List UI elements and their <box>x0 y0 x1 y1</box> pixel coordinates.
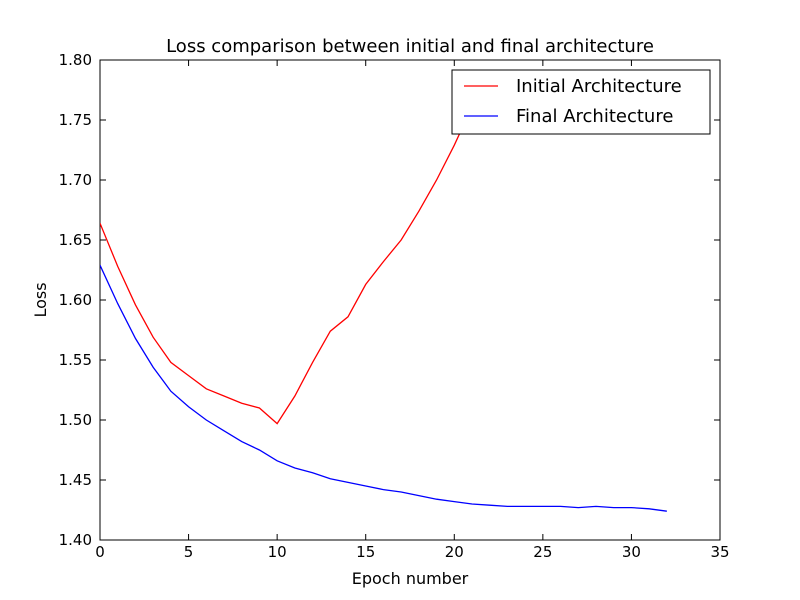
y-tick-label-6: 1.70 <box>59 171 92 189</box>
x-tick-label-7: 35 <box>710 543 729 561</box>
y-tick-label-0: 1.40 <box>59 531 92 549</box>
x-tick-label-5: 25 <box>533 543 552 561</box>
legend: Initial Architecture Final Architecture <box>451 69 711 135</box>
x-tick-label-2: 10 <box>268 543 287 561</box>
x-axis-ticks: 0 5 10 15 20 25 30 35 <box>95 60 730 561</box>
legend-label-final-architecture: Final Architecture <box>516 106 673 127</box>
series-line-initial-architecture <box>100 71 491 425</box>
x-tick-label-1: 5 <box>184 543 194 561</box>
x-tick-label-0: 0 <box>95 543 105 561</box>
x-axis-label: Epoch number <box>352 569 469 588</box>
y-tick-label-3: 1.55 <box>59 351 92 369</box>
series-layer <box>100 71 667 512</box>
y-tick-label-4: 1.60 <box>59 291 92 309</box>
legend-label-initial-architecture: Initial Architecture <box>516 76 682 97</box>
y-tick-label-5: 1.65 <box>59 231 92 249</box>
y-tick-label-8: 1.80 <box>59 51 92 69</box>
y-axis-label: Loss <box>31 282 50 317</box>
x-tick-label-6: 30 <box>622 543 641 561</box>
series-line-final-architecture <box>100 264 667 512</box>
y-tick-label-2: 1.50 <box>59 411 92 429</box>
x-tick-label-4: 20 <box>445 543 464 561</box>
y-tick-label-1: 1.45 <box>59 471 92 489</box>
chart-title: Loss comparison between initial and fina… <box>166 36 654 57</box>
legend-box <box>451 69 711 135</box>
y-axis-ticks: 1.40 1.45 1.50 1.55 1.60 1.65 1.70 1.75 1.80 <box>59 51 720 549</box>
x-tick-label-3: 15 <box>356 543 375 561</box>
y-tick-label-7: 1.75 <box>59 111 92 129</box>
